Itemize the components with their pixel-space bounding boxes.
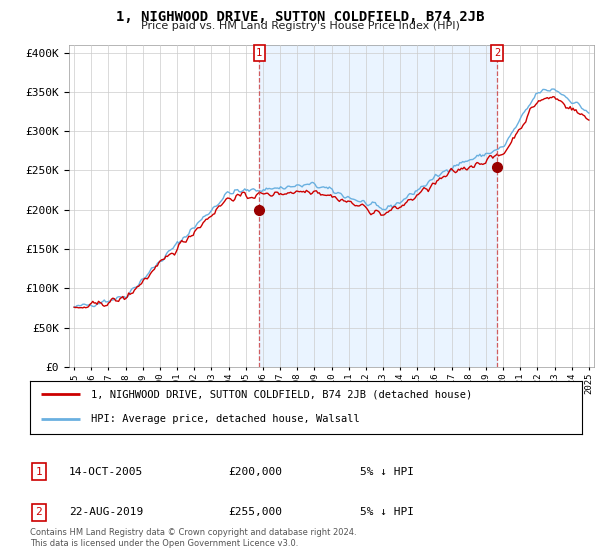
Text: HPI: Average price, detached house, Walsall: HPI: Average price, detached house, Wals… [91,414,359,424]
Text: 22-AUG-2019: 22-AUG-2019 [69,507,143,517]
Text: Price paid vs. HM Land Registry's House Price Index (HPI): Price paid vs. HM Land Registry's House … [140,21,460,31]
Text: 5% ↓ HPI: 5% ↓ HPI [360,507,414,517]
Text: £200,000: £200,000 [228,466,282,477]
Text: 5% ↓ HPI: 5% ↓ HPI [360,466,414,477]
Text: Contains HM Land Registry data © Crown copyright and database right 2024.
This d: Contains HM Land Registry data © Crown c… [30,528,356,548]
Text: £255,000: £255,000 [228,507,282,517]
Bar [259,45,497,367]
Text: 2: 2 [35,507,43,517]
Text: 1: 1 [35,466,43,477]
Text: 2: 2 [494,48,500,58]
Text: 1, NIGHWOOD DRIVE, SUTTON COLDFIELD, B74 2JB: 1, NIGHWOOD DRIVE, SUTTON COLDFIELD, B74… [116,10,484,24]
Text: 1, NIGHWOOD DRIVE, SUTTON COLDFIELD, B74 2JB (detached house): 1, NIGHWOOD DRIVE, SUTTON COLDFIELD, B74… [91,389,472,399]
Text: 14-OCT-2005: 14-OCT-2005 [69,466,143,477]
Text: 1: 1 [256,48,262,58]
